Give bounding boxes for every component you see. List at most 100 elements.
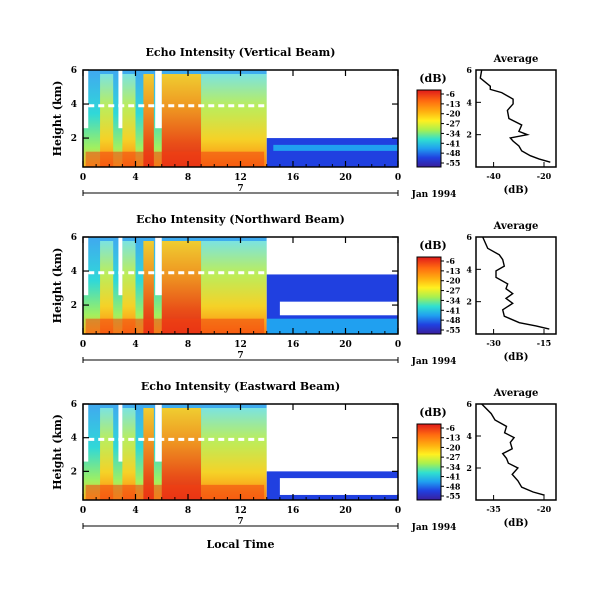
heatmap-field <box>83 237 398 334</box>
colorbar-tick-label: -20 <box>446 442 461 452</box>
heatmap-gap <box>83 404 89 462</box>
y-axis-label: Height (km) <box>51 414 64 490</box>
y-tick-label: 6 <box>71 233 77 243</box>
x-tick-label: 20 <box>339 173 352 183</box>
heatmap-column <box>240 408 267 500</box>
heatmap-gap <box>155 404 162 462</box>
colorbar-tick-label: -48 <box>446 315 461 325</box>
colorbar-tick-label: -41 <box>446 138 460 148</box>
heatmap-gap <box>118 237 123 296</box>
colorbar-tick-label: -13 <box>446 99 461 109</box>
profile-y-tick-label: 4 <box>466 97 472 107</box>
panel-1: Echo Intensity (Vertical Beam) 0 4 8 12 16 20 0… <box>51 46 557 200</box>
heatmap-column <box>100 241 114 334</box>
day-label: 7 <box>237 517 243 527</box>
heatmap-column <box>143 241 154 334</box>
x-tick-label: 20 <box>339 340 352 350</box>
y-tick-label: 2 <box>71 301 77 311</box>
x-tick-label: 16 <box>287 340 300 350</box>
profile-frame <box>475 236 557 335</box>
y-tick-label: 6 <box>71 66 77 76</box>
day-label: 7 <box>237 184 243 194</box>
profile-y-tick-label: 4 <box>466 264 472 274</box>
y-tick-label: 6 <box>71 400 77 410</box>
heatmap-column <box>100 74 114 167</box>
profile-y-tick-label: 6 <box>466 65 472 75</box>
colorbar-tick-label: -55 <box>446 491 460 501</box>
colorbar-tick-label: -41 <box>446 305 460 315</box>
heatmap-surface-layer <box>85 318 265 334</box>
date-label: Jan 1994 <box>411 523 457 533</box>
profile-title: Average <box>493 221 539 232</box>
profile-x-tick-label: -30 <box>486 338 501 348</box>
profile-x-label: (dB) <box>504 518 529 529</box>
heatmap-patch <box>273 144 398 151</box>
panel-title: Echo Intensity (Vertical Beam) <box>145 46 335 59</box>
heatmap-column <box>143 74 154 167</box>
profile-y-tick-label: 4 <box>466 431 472 441</box>
heatmap-column <box>122 74 136 167</box>
x-tick-label: 0 <box>80 340 86 350</box>
x-tick-label: 0 <box>80 173 86 183</box>
x-tick-label: 4 <box>132 340 138 350</box>
colorbar-tick-label: -34 <box>446 128 461 138</box>
profile-x-tick-label: -20 <box>537 504 552 514</box>
colorbar-tick-label: -20 <box>446 276 461 286</box>
date-label: Jan 1994 <box>411 190 457 200</box>
colorbar <box>416 256 442 335</box>
profile-x-tick-label: -40 <box>486 171 501 181</box>
colorbar-tick-label: -27 <box>446 452 460 462</box>
colorbar-tick-label: -13 <box>446 266 461 276</box>
y-tick-label: 4 <box>71 267 77 277</box>
x-tick-label: 12 <box>234 173 247 183</box>
heatmap-column <box>143 408 154 500</box>
colorbar-tick-label: -48 <box>446 148 461 158</box>
y-axis-label: Height (km) <box>51 81 64 157</box>
heatmap-column <box>161 74 202 167</box>
panel-title: Echo Intensity (Northward Beam) <box>136 213 345 226</box>
heatmap-column <box>161 408 202 500</box>
panel-2: Echo Intensity (Northward Beam)0 4 8 12 16 20… <box>51 213 557 367</box>
y-axis-label: Height (km) <box>51 248 64 324</box>
heatmap-gap <box>83 70 89 129</box>
profile-frame <box>475 403 557 501</box>
profile-x-tick-label: -20 <box>537 171 552 181</box>
profile-y-tick-label: 2 <box>466 130 472 140</box>
x-tick-label: 12 <box>234 340 247 350</box>
date-label: Jan 1994 <box>411 357 457 367</box>
colorbar-tick-label: -27 <box>446 119 460 129</box>
heatmap-column <box>201 408 241 500</box>
profile-title: Average <box>493 388 539 399</box>
heatmap-gap <box>83 237 89 296</box>
x-tick-label: 8 <box>185 173 191 183</box>
y-tick-label: 2 <box>71 134 77 144</box>
x-tick-label: 0 <box>395 340 401 350</box>
x-axis-label: Local Time <box>207 538 275 551</box>
profile-line <box>481 403 545 496</box>
heatmap-patch <box>266 138 398 167</box>
profile-y-tick-label: 6 <box>466 232 472 242</box>
colorbar-tick-label: -55 <box>446 158 460 168</box>
colorbar-unit: (dB) <box>419 72 446 85</box>
heatmap-surface-layer <box>85 484 265 500</box>
heatmap-gap <box>118 70 123 129</box>
x-tick-label: 0 <box>80 506 86 516</box>
colorbar-tick-label: -6 <box>446 423 455 433</box>
heatmap-patch <box>279 301 398 316</box>
x-tick-label: 8 <box>185 340 191 350</box>
heatmap-column <box>122 408 136 500</box>
colorbar-tick-label: -13 <box>446 433 461 443</box>
heatmap-gap <box>155 70 162 129</box>
y-tick-label: 4 <box>71 434 77 444</box>
colorbar <box>416 423 442 501</box>
colorbar-tick-label: -48 <box>446 481 461 491</box>
profile-y-tick-label: 6 <box>466 399 472 409</box>
profile-y-tick-label: 2 <box>466 463 472 473</box>
heatmap-field <box>83 70 398 167</box>
colorbar-unit: (dB) <box>419 406 446 419</box>
profile-line <box>479 69 551 163</box>
profile-x-label: (dB) <box>504 352 529 363</box>
heatmap-column <box>240 74 267 167</box>
profile-title: Average <box>493 54 539 65</box>
profile-x-tick-label: -15 <box>537 338 551 348</box>
